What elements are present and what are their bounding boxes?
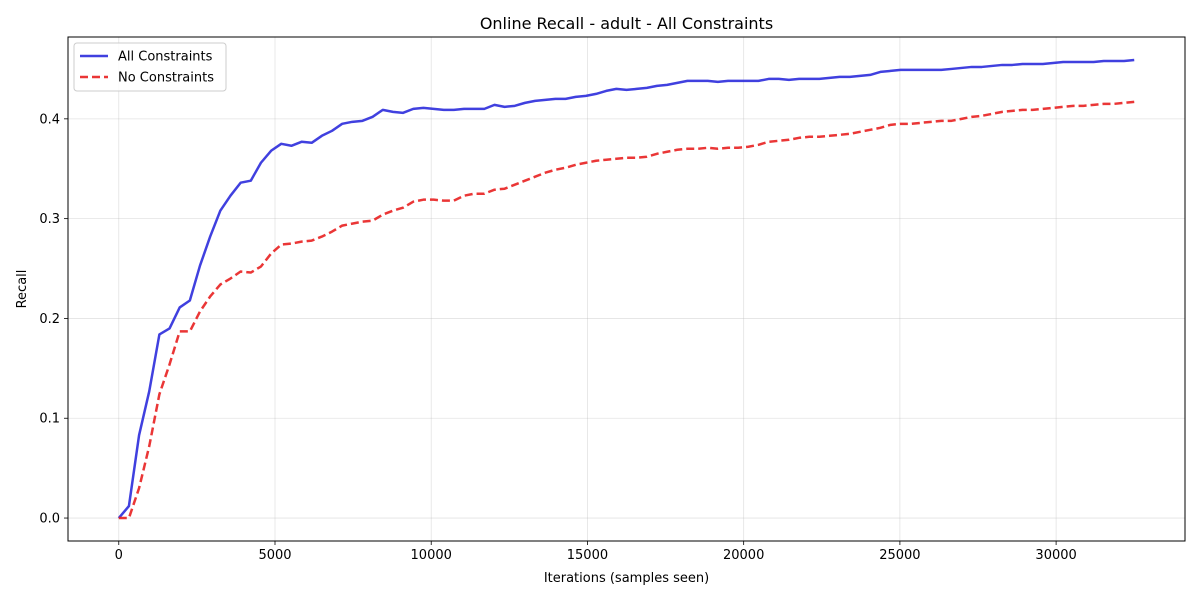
ticks: 0 5000 10000 15000 20000 25000 30000 0.0 0.1 0.2 0…: [39, 112, 1076, 563]
x-tick-label: 30000: [1035, 548, 1076, 563]
legend-box: [73, 42, 227, 92]
x-tick-label: 25000: [879, 548, 920, 563]
grid: [68, 37, 1185, 541]
x-tick-label: 5000: [258, 548, 291, 563]
series-group: [117, 58, 1135, 520]
plot-frame: [67, 36, 1186, 542]
x-tick-label: 15000: [567, 548, 608, 563]
y-axis-label: Recall: [15, 270, 30, 309]
y-tick-label: 0.4: [39, 112, 60, 127]
x-tick-label: 0: [115, 548, 123, 563]
legend-label-all-constraints: All Constraints: [118, 50, 213, 65]
legend-label-no-constraints: No Constraints: [118, 71, 214, 86]
x-tick-label: 10000: [411, 548, 452, 563]
x-axis-label: Iterations (samples seen): [544, 571, 709, 586]
series-line-no-constraints: [118, 100, 1135, 520]
y-tick-label: 0.1: [39, 412, 60, 427]
y-tick-label: 0.2: [39, 312, 60, 327]
x-tick-label: 20000: [723, 548, 764, 563]
series-line-all-constraints: [117, 58, 1135, 519]
chart-title: Online Recall - adult - All Constraints: [480, 14, 773, 33]
y-tick-label: 0.3: [39, 212, 60, 227]
y-tick-label: 0.0: [39, 512, 60, 527]
legend: All Constraints No Constraints: [73, 42, 227, 92]
